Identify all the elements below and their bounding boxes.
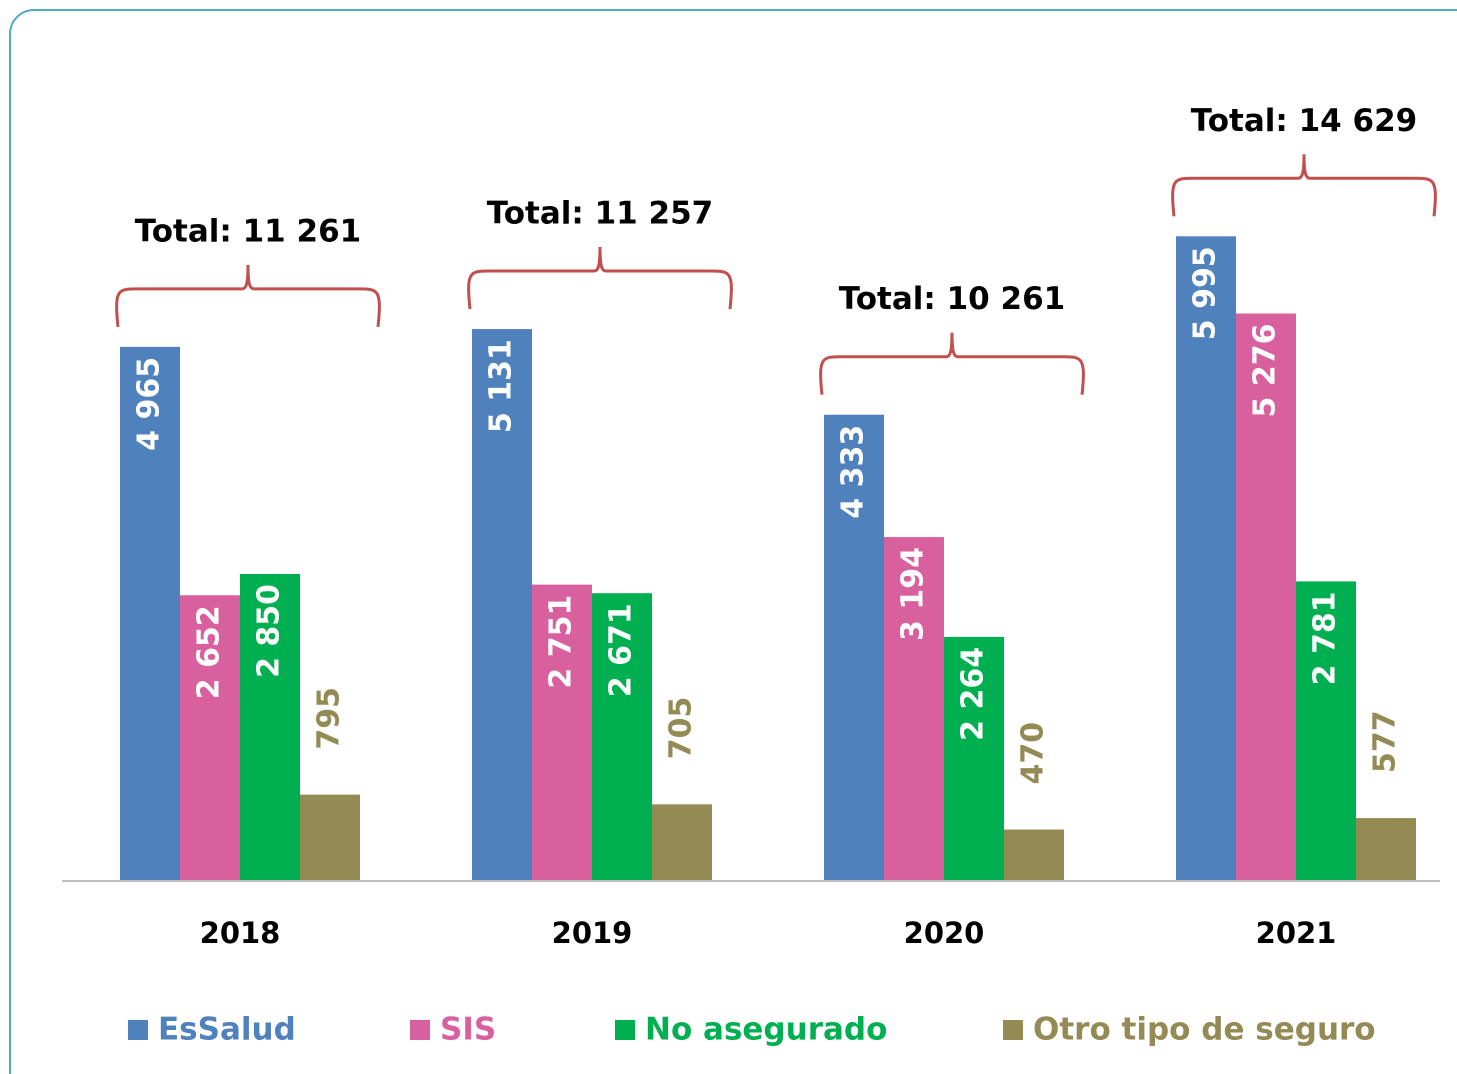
legend-swatch (410, 1020, 430, 1040)
value-label: 5 276 (1248, 323, 1283, 417)
legend-label: EsSalud (158, 1012, 296, 1048)
bar (300, 794, 360, 880)
bar (1004, 829, 1064, 880)
bar (652, 804, 712, 880)
bracket (819, 332, 1085, 395)
value-label: 2 751 (544, 595, 579, 689)
total-annotation: Total: 11 261 (135, 213, 362, 249)
bracket (1171, 154, 1437, 217)
value-label: 3 194 (896, 547, 931, 641)
legend-swatch (615, 1020, 635, 1040)
bar (592, 593, 652, 880)
legend-label: Otro tipo de seguro (1033, 1012, 1376, 1048)
bracket (467, 247, 733, 310)
bar (472, 329, 532, 881)
bar (884, 537, 944, 880)
value-label: 5 995 (1188, 246, 1223, 340)
value-label: 4 333 (836, 425, 871, 519)
total-annotation: Total: 14 629 (1191, 103, 1418, 139)
bar (1176, 236, 1236, 881)
value-label: 2 264 (956, 647, 991, 741)
legend-label: No asegurado (645, 1012, 887, 1048)
value-label: 795 (312, 687, 347, 750)
x-tick-label: 2018 (200, 916, 281, 950)
bar (180, 595, 240, 880)
value-label: 5 131 (484, 339, 519, 433)
frame (9, 9, 1457, 1074)
bar (532, 584, 592, 880)
x-tick-label: 2019 (552, 916, 633, 950)
value-label: 470 (1016, 722, 1051, 785)
total-annotation: Total: 11 257 (487, 196, 714, 232)
legend-swatch (128, 1020, 148, 1040)
bar (1356, 818, 1416, 880)
x-tick-label: 2021 (1256, 916, 1337, 950)
x-tick-label: 2020 (904, 916, 985, 950)
legend-label: SIS (440, 1012, 496, 1048)
value-label: 2 781 (1308, 591, 1343, 685)
value-label: 2 652 (192, 605, 227, 699)
bracket (115, 264, 381, 328)
value-label: 4 965 (132, 357, 167, 451)
value-label: 2 850 (252, 584, 287, 678)
bar (1296, 581, 1356, 880)
value-label: 705 (664, 697, 699, 760)
bar (824, 414, 884, 880)
legend-swatch (1003, 1020, 1023, 1040)
value-label: 577 (1368, 710, 1403, 773)
bar (944, 636, 1004, 880)
bar (120, 346, 180, 880)
bar (1236, 313, 1296, 880)
value-label: 2 671 (604, 603, 639, 697)
total-annotation: Total: 10 261 (839, 281, 1066, 317)
bar (240, 573, 300, 880)
